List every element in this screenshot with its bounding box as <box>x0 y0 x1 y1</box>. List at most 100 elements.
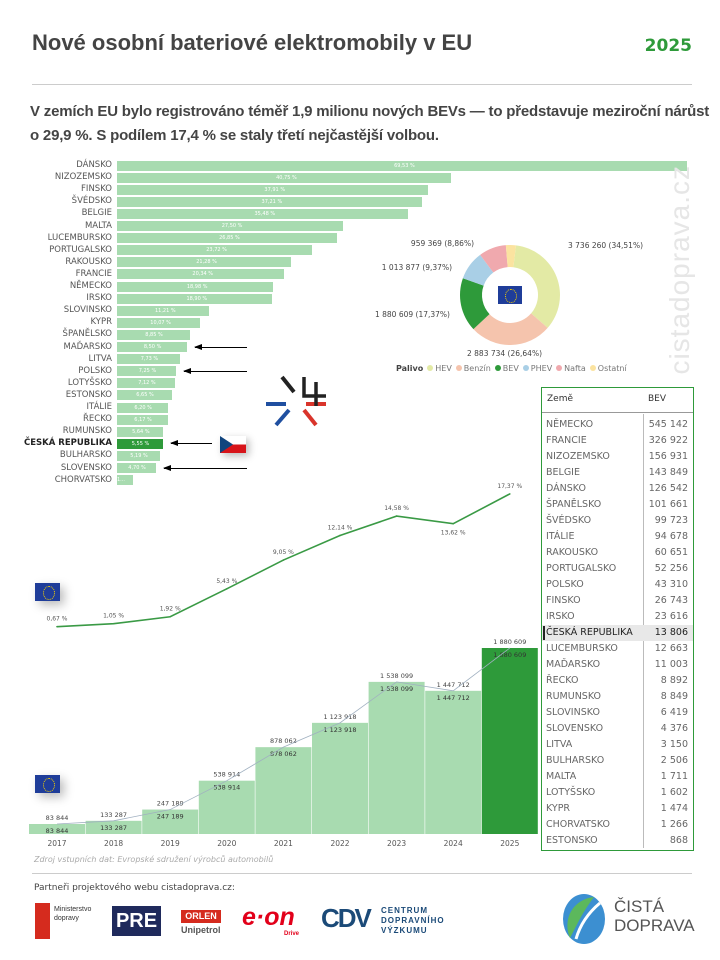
unipetrol-logo: Unipetrol <box>181 925 221 935</box>
bar-inner-label: 247 189 <box>157 813 184 821</box>
country-cell: ŠVÉDSKO <box>546 515 592 526</box>
year-bar <box>29 824 85 834</box>
bar-value-label: 5,55 % <box>131 440 150 447</box>
table-row[interactable]: BELGIE 143 849 <box>542 465 693 481</box>
cista-doprava-logo-mark <box>563 894 605 944</box>
cdv-text-1: CENTRUM <box>381 906 428 915</box>
bar-value-label: 27,50 % <box>221 223 243 229</box>
legend-item[interactable]: Nafta <box>556 364 586 373</box>
bar-label: SLOVENSKO <box>60 462 112 473</box>
bev-cell: 6 419 <box>660 707 688 718</box>
table-row[interactable]: NĚMECKO 545 142 <box>542 417 693 433</box>
table-row[interactable]: DÁNSKO 126 542 <box>542 481 693 497</box>
bar-label: LUCEMBURSKO <box>47 232 112 243</box>
table-row[interactable]: ČESKÁ REPUBLIKA 13 806 <box>542 625 693 641</box>
x-tick-label: 2022 <box>330 839 349 848</box>
legend-swatch <box>455 365 462 371</box>
cista-doprava-logo[interactable]: ČISTÁ DOPRAVA <box>614 897 695 935</box>
bar-value-label: 26,85 % <box>219 235 240 242</box>
bar <box>117 233 338 244</box>
x-tick-label: 2020 <box>217 839 236 848</box>
subtitle: V zemích EU bylo registrováno téměř 1,9 … <box>30 103 710 144</box>
bar-value-label: 133 287 <box>100 811 127 819</box>
table-row[interactable]: POLSKO 43 310 <box>542 577 693 593</box>
legend-label: Benzín <box>463 364 491 373</box>
table-row[interactable]: CHORVATSKO 1 266 <box>542 817 693 833</box>
table-row[interactable]: ŠVÉDSKO 99 723 <box>542 513 693 529</box>
line-point <box>226 588 228 590</box>
table-row[interactable]: FRANCIE 326 922 <box>542 433 693 449</box>
orlen-logo[interactable]: ORLEN <box>181 910 221 923</box>
bar-label: FINSKO <box>81 184 112 195</box>
bar-label: LOTYŠSKO <box>67 377 112 388</box>
bev-cell: 13 806 <box>654 627 688 638</box>
pre-logo[interactable]: PRE <box>112 906 161 936</box>
legend-item[interactable]: Benzín <box>455 364 491 373</box>
bar <box>117 354 181 365</box>
column-header-bev: BEV <box>648 394 667 404</box>
eon-logo[interactable]: e·on <box>242 903 295 931</box>
table-row[interactable]: FINSKO 26 743 <box>542 593 693 609</box>
bar-label: ŘECKO <box>82 414 112 425</box>
table-row[interactable]: BULHARSKO 2 506 <box>542 753 693 769</box>
bar-label: MALTA <box>84 220 112 231</box>
bar-value-label: 5,19 % <box>130 452 148 459</box>
legend-item[interactable]: PHEV <box>522 364 552 373</box>
bar <box>117 269 284 280</box>
bev-registrations-bar-chart: 83 844 83 844 2017 133 287 133 287 2018 247 18… <box>29 638 538 848</box>
country-cell: PORTUGALSKO <box>546 563 617 574</box>
cdv-logo[interactable]: CDV <box>321 903 372 933</box>
bar-value-label: 8,85 % <box>145 331 163 338</box>
bar-label: RUMUNSKO <box>62 426 112 437</box>
table-row[interactable]: ŠPANĚLSKO 101 661 <box>542 497 693 513</box>
bar-value-label: 878 062 <box>270 737 297 745</box>
bar-label: SLOVINSKO <box>63 305 112 316</box>
table-row[interactable]: LITVA 3 150 <box>542 737 693 753</box>
donut-slice-phev <box>462 254 494 286</box>
bev-cell: 126 542 <box>648 483 688 494</box>
table-row[interactable]: LOTYŠSKO 1 602 <box>542 785 693 801</box>
ministry-logo[interactable]: Ministerstvo dopravy <box>54 906 92 922</box>
country-cell: POLSKO <box>546 579 584 590</box>
bar-label: MAĎARSKO <box>63 341 112 352</box>
x-tick-label: 2018 <box>104 839 123 848</box>
eu-flag-icon <box>35 775 60 793</box>
table-row[interactable]: RAKOUSKO 60 651 <box>542 545 693 561</box>
bev-cell: 8 849 <box>660 691 688 702</box>
bar <box>117 196 423 207</box>
line-point <box>452 522 455 525</box>
table-row[interactable]: NIZOZEMSKO 156 931 <box>542 449 693 465</box>
bar-label: NĚMECKO <box>69 281 112 291</box>
table-row[interactable]: ESTONSKO 868 <box>542 833 693 849</box>
bar-value-label: 1 880 609 <box>493 638 526 646</box>
legend-label: BEV <box>502 364 519 373</box>
cdv-text-2: DOPRAVNÍHO <box>381 916 445 925</box>
year-bar <box>312 722 368 834</box>
bar <box>117 160 688 171</box>
table-row[interactable]: IRSKO 23 616 <box>542 609 693 625</box>
donut-legend: Palivo HEV Benzín BEV PHEV Nafta Ostatní <box>396 364 631 373</box>
bar-value-label: 40,75 % <box>276 174 297 181</box>
line-value-label: 1,05 % <box>103 613 124 620</box>
table-row[interactable]: SLOVINSKO 6 419 <box>542 705 693 721</box>
table-row[interactable]: ŘECKO 8 892 <box>542 673 693 689</box>
legend-item[interactable]: HEV <box>427 364 452 373</box>
bar-value-label: 1 447 712 <box>437 681 470 689</box>
table-row[interactable]: MALTA 1 711 <box>542 769 693 785</box>
bar <box>117 221 343 231</box>
bar-inner-label: 133 287 <box>100 824 127 832</box>
legend-item[interactable]: BEV <box>494 364 519 373</box>
bar-label: BELGIE <box>81 208 112 219</box>
table-row[interactable]: RUMUNSKO 8 849 <box>542 689 693 705</box>
table-row[interactable]: PORTUGALSKO 52 256 <box>542 561 693 577</box>
table-row[interactable]: MAĎARSKO 11 003 <box>542 657 693 673</box>
table-row[interactable]: LUCEMBURSKO 12 663 <box>542 641 693 657</box>
country-cell: ESTONSKO <box>546 835 598 846</box>
legend-item[interactable]: Ostatní <box>589 364 627 373</box>
table-row[interactable]: ITÁLIE 94 678 <box>542 529 693 545</box>
year-bar <box>85 820 142 834</box>
bev-cell: 545 142 <box>648 419 688 430</box>
header-divider <box>542 412 693 413</box>
table-row[interactable]: KYPR 1 474 <box>542 801 693 817</box>
table-row[interactable]: SLOVENSKO 4 376 <box>542 721 693 737</box>
